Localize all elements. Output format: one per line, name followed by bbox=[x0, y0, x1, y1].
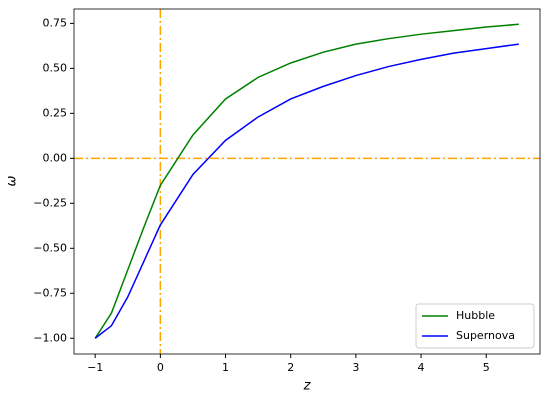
y-tick-label: −0.25 bbox=[33, 196, 67, 209]
legend-box bbox=[415, 303, 535, 349]
y-tick-label: 0.75 bbox=[43, 16, 68, 29]
y-tick-label: −0.75 bbox=[33, 286, 67, 299]
x-tick-label: 2 bbox=[287, 361, 294, 374]
x-tick-label: 1 bbox=[222, 361, 229, 374]
legend-label: Supernova bbox=[456, 329, 515, 342]
y-tick-label: 0.25 bbox=[43, 106, 68, 119]
line-series bbox=[94, 43, 519, 339]
y-tick-label: −1.00 bbox=[33, 331, 67, 344]
legend: Hubble Supernova bbox=[415, 303, 535, 349]
y-tick-label: 0.50 bbox=[43, 61, 68, 74]
x-tick-label: 5 bbox=[483, 361, 490, 374]
x-tick-label: 0 bbox=[157, 361, 164, 374]
y-tick-label: −0.50 bbox=[33, 241, 67, 254]
x-tick-label: 4 bbox=[418, 361, 425, 374]
legend-label: Hubble bbox=[456, 309, 495, 322]
x-tick-label: −1 bbox=[87, 361, 103, 374]
line-series bbox=[94, 23, 519, 339]
y-tick-label: 0.00 bbox=[43, 151, 68, 164]
plot-frame bbox=[73, 8, 541, 355]
x-tick-label: 3 bbox=[352, 361, 359, 374]
x-axis-label: z bbox=[303, 379, 312, 394]
y-axis-label: ω bbox=[5, 175, 20, 186]
